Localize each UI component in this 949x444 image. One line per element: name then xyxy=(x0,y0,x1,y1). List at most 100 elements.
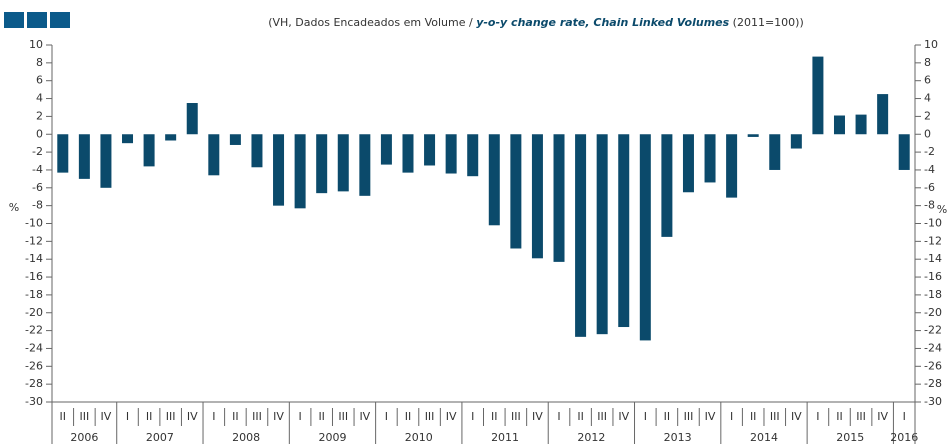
bar xyxy=(78,134,90,179)
year-label: 2016 xyxy=(890,431,918,444)
bar xyxy=(553,134,565,262)
y-tick-label: -4 xyxy=(32,163,43,176)
y-tick-label: -10 xyxy=(25,217,43,230)
y2-tick-label: -8 xyxy=(924,199,935,212)
y-tick-label: -6 xyxy=(32,181,43,194)
subtitle-end: (2011=100)) xyxy=(729,16,804,29)
y2-tick-label: 8 xyxy=(924,56,931,69)
year-label: 2011 xyxy=(491,431,519,444)
x-tick-label: IV xyxy=(359,410,370,423)
bar xyxy=(531,134,543,259)
x-tick-label: III xyxy=(856,410,866,423)
y2-tick-label: -22 xyxy=(924,324,942,337)
x-tick-label: II xyxy=(750,410,757,423)
bar xyxy=(359,134,371,196)
y2-tick-label: -18 xyxy=(924,288,942,301)
bar xyxy=(855,114,867,135)
y2-tick-label: -28 xyxy=(924,377,942,390)
y2-tick-label: 0 xyxy=(924,127,931,140)
year-label: 2010 xyxy=(405,431,433,444)
bar xyxy=(273,134,285,206)
y2-tick-label: 10 xyxy=(924,38,938,51)
y-tick-label: -8 xyxy=(32,199,43,212)
x-tick-label: II xyxy=(405,410,412,423)
subtitle-pt: (VH, Dados Encadeados em Volume / xyxy=(268,16,476,29)
x-tick-label: II xyxy=(146,410,153,423)
y-tick-label: -2 xyxy=(32,145,43,158)
x-tick-label: IV xyxy=(446,410,457,423)
x-tick-label: II xyxy=(232,410,239,423)
y-tick-label: -18 xyxy=(25,288,43,301)
y-tick-label: -30 xyxy=(25,395,43,408)
y2-tick-label: -4 xyxy=(924,163,935,176)
subtitle-en: y-o-y change rate, Chain Linked Volumes xyxy=(476,16,729,29)
y-tick-label: -16 xyxy=(25,270,43,283)
logo-block xyxy=(4,12,24,28)
x-tick-label: IV xyxy=(705,410,716,423)
x-tick-label: I xyxy=(730,410,733,423)
x-tick-label: III xyxy=(338,410,348,423)
year-label: 2009 xyxy=(318,431,346,444)
bar xyxy=(704,134,716,183)
year-label: 2006 xyxy=(70,431,98,444)
x-tick-label: I xyxy=(644,410,647,423)
bar xyxy=(251,134,263,168)
y2-tick-label: -24 xyxy=(924,341,942,354)
x-tick-label: II xyxy=(664,410,671,423)
year-label: 2008 xyxy=(232,431,260,444)
bar xyxy=(812,56,824,135)
bar xyxy=(100,134,112,188)
year-label: 2007 xyxy=(146,431,174,444)
bar xyxy=(229,134,241,145)
bar xyxy=(769,134,781,170)
bar xyxy=(467,134,479,177)
bar xyxy=(682,134,694,193)
x-tick-label: I xyxy=(298,410,301,423)
bar xyxy=(877,94,889,135)
x-tick-label: II xyxy=(577,410,584,423)
y2-tick-label: -14 xyxy=(924,252,942,265)
bar xyxy=(510,134,522,249)
bar xyxy=(57,134,69,173)
x-tick-label: I xyxy=(212,410,215,423)
x-tick-label: III xyxy=(511,410,521,423)
x-tick-label: III xyxy=(252,410,262,423)
bar xyxy=(790,134,802,149)
x-tick-label: I xyxy=(385,410,388,423)
bar xyxy=(747,134,759,137)
y-tick-label: 4 xyxy=(36,92,43,105)
bar xyxy=(294,134,306,209)
y-tick-label: 8 xyxy=(36,56,43,69)
x-tick-label: IV xyxy=(273,410,284,423)
bar xyxy=(726,134,738,198)
x-tick-label: III xyxy=(79,410,89,423)
logo-block xyxy=(50,12,70,28)
year-label: 2014 xyxy=(750,431,778,444)
y-tick-label: -20 xyxy=(25,306,43,319)
year-label: 2012 xyxy=(577,431,605,444)
y-tick-label: 10 xyxy=(29,38,43,51)
y2-tick-label: -6 xyxy=(924,181,935,194)
x-tick-label: IV xyxy=(791,410,802,423)
y2-tick-label: -12 xyxy=(924,234,942,247)
subtitle: (VH, Dados Encadeados em Volume / y-o-y … xyxy=(268,16,804,29)
bar xyxy=(165,134,177,141)
x-tick-label: II xyxy=(318,410,325,423)
x-tick-label: II xyxy=(60,410,67,423)
y-tick-label: -12 xyxy=(25,234,43,247)
y-tick-label: -24 xyxy=(25,341,43,354)
bar xyxy=(596,134,608,335)
y-axis-label: % xyxy=(9,201,19,214)
y2-tick-label: -30 xyxy=(924,395,942,408)
x-tick-label: I xyxy=(126,410,129,423)
y2-tick-label: 2 xyxy=(924,109,931,122)
year-label: 2013 xyxy=(664,431,692,444)
bar xyxy=(424,134,436,166)
y2-tick-label: -20 xyxy=(924,306,942,319)
x-tick-label: III xyxy=(770,410,780,423)
x-tick-label: III xyxy=(684,410,694,423)
y2-axis-label: % xyxy=(937,203,947,216)
x-tick-label: III xyxy=(425,410,435,423)
bar xyxy=(898,134,910,170)
y2-tick-label: 4 xyxy=(924,92,931,105)
